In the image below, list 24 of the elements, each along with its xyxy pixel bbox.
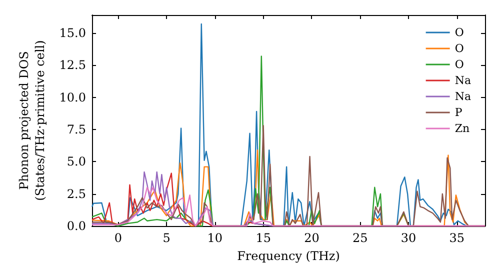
y-tick-label: 12.5 (59, 58, 86, 72)
x-tick-label: 5 (162, 231, 170, 245)
legend-label: O (454, 26, 464, 39)
y-tick-label: 5.0 (66, 154, 86, 169)
x-tick-label: 30 (400, 231, 416, 245)
y-tick-label: 15.0 (59, 26, 86, 40)
legend-label: O (454, 58, 464, 71)
x-tick-label: 35 (449, 231, 465, 245)
y-tick-label: 7.5 (66, 122, 86, 137)
x-tick-label: 10 (207, 231, 223, 245)
x-tick-label: 20 (304, 231, 320, 245)
x-tick-label: 15 (256, 231, 271, 245)
legend-label: Zn (454, 122, 470, 135)
y-tick-label: 2.5 (66, 186, 86, 201)
legend-label: Na (454, 90, 472, 103)
y-tick-label: 10.0 (59, 90, 86, 104)
legend-label: O (454, 42, 464, 55)
legend-label: Na (454, 74, 472, 87)
x-tick-label: 25 (352, 231, 368, 245)
x-axis-title: Frequency (THz) (237, 249, 340, 263)
x-tick-label: 0 (114, 231, 122, 245)
legend-label: P (454, 106, 463, 119)
y-axis-title: Phonon projected DOS (States/THz·primitive cell) (17, 40, 47, 201)
y-tick-label: 0.0 (66, 219, 86, 233)
